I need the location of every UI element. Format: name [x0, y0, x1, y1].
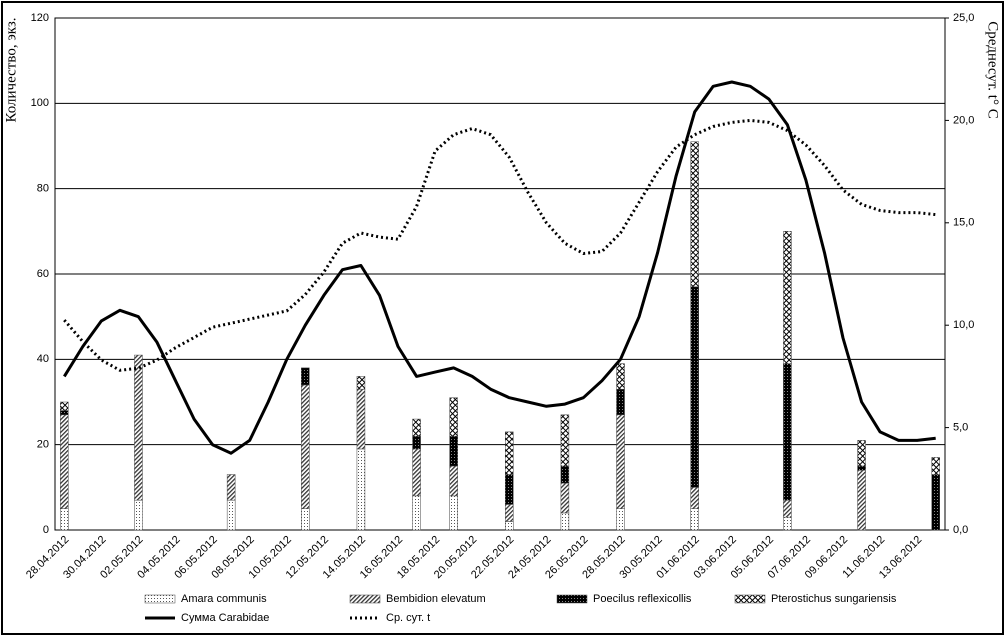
bar-segment	[783, 231, 792, 364]
bar-segment	[60, 410, 69, 416]
y-tick-label: 120	[31, 12, 49, 24]
legend-label: Ср. сут. t	[386, 612, 430, 624]
bar-segment	[560, 465, 570, 484]
legend-label: Poecilus reflexicollis	[593, 593, 692, 605]
bar-segment	[783, 499, 792, 518]
legend-swatch	[734, 594, 766, 604]
bar-segment	[449, 495, 458, 531]
bar-segment	[134, 354, 143, 501]
bar-segment	[783, 363, 792, 501]
bar-segment	[690, 487, 699, 509]
bar-segment	[301, 367, 310, 386]
bar-segment	[412, 435, 421, 450]
bar-segment	[412, 495, 421, 531]
bar-segment	[449, 435, 458, 467]
bar-segment	[412, 448, 421, 497]
bar-segment	[60, 401, 69, 411]
bar-segment	[60, 414, 69, 509]
y-tick-label: 60	[37, 268, 49, 280]
y2-tick-label: 25,0	[953, 12, 974, 24]
bar-segment	[616, 508, 625, 531]
legend-label: Сумма Carabidae	[181, 612, 269, 624]
bar-segment	[616, 363, 625, 390]
bar-segment	[931, 474, 940, 531]
bar-segment	[356, 388, 366, 450]
bar-segment	[690, 141, 699, 288]
y-axis-title: Количество, экз.	[3, 17, 19, 122]
bar-segment	[783, 516, 792, 531]
bar-segment	[690, 286, 699, 488]
y-tick-label: 40	[37, 353, 49, 365]
y2-tick-label: 0,0	[953, 524, 968, 536]
y-tick-label: 100	[31, 97, 49, 109]
bar-segment	[134, 499, 143, 531]
bar-segment	[616, 414, 625, 509]
legend-swatch	[144, 594, 176, 604]
bar-segment	[505, 504, 514, 522]
bar-segment	[857, 440, 866, 467]
legend-swatch	[349, 594, 381, 604]
bar-segment	[560, 414, 570, 467]
bar-segment	[301, 508, 310, 531]
bar-segment	[857, 470, 866, 531]
bar-segment	[449, 465, 458, 497]
y2-axis-title: Среднесут. t° C	[985, 21, 1001, 118]
y-tick-label: 20	[37, 439, 49, 451]
bar-segment	[60, 508, 69, 531]
y2-tick-label: 20,0	[953, 114, 974, 126]
y-tick-label: 80	[37, 183, 49, 195]
y2-tick-label: 10,0	[953, 319, 974, 331]
bar-segment	[356, 376, 366, 390]
y2-tick-label: 5,0	[953, 422, 968, 434]
bar-segment	[505, 521, 514, 531]
legend-label: Amara communis	[181, 593, 267, 605]
bar-segment	[412, 418, 421, 437]
series-line	[63, 80, 936, 455]
bar-segment	[857, 465, 866, 471]
bar-segment	[505, 474, 514, 505]
bar-segment	[616, 388, 625, 416]
bar-segment	[505, 431, 514, 475]
legend-label: Bembidion elevatum	[386, 593, 486, 605]
bar-segment	[560, 482, 570, 514]
legend-swatch	[556, 594, 588, 604]
bar-segment	[226, 499, 236, 531]
y-tick-label: 0	[43, 524, 49, 536]
series-line	[63, 118, 936, 372]
bar-segment	[931, 457, 940, 475]
bar-segment	[356, 448, 366, 531]
legend-label: Pterostichus sungariensis	[771, 593, 897, 605]
bar-segment	[690, 508, 699, 531]
bar-segment	[560, 512, 570, 531]
bar-segment	[301, 384, 310, 509]
y2-tick-label: 15,0	[953, 217, 974, 229]
bar-segment	[449, 397, 458, 437]
bar-segment	[226, 474, 236, 501]
